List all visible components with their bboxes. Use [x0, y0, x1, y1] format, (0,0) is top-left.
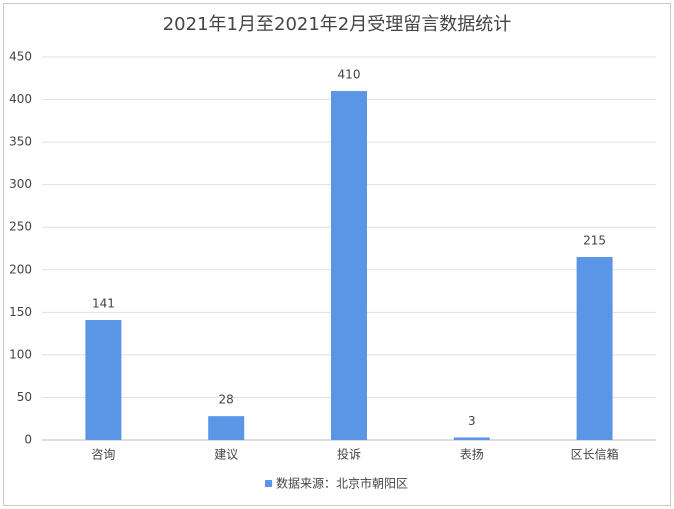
data-label: 28	[219, 393, 234, 407]
data-label: 3	[468, 414, 476, 428]
x-tick-label: 咨询	[91, 447, 115, 462]
y-tick-label: 200	[9, 262, 32, 276]
legend-label: 数据来源：北京市朝阳区	[276, 476, 408, 491]
x-tick-label: 区长信箱	[571, 447, 619, 462]
bar	[576, 257, 613, 440]
y-tick-label: 450	[9, 50, 32, 64]
data-label: 141	[92, 296, 115, 310]
y-tick-label: 400	[9, 92, 32, 106]
legend-swatch	[265, 480, 272, 487]
x-tick-label: 投诉	[337, 447, 361, 462]
bar	[208, 416, 245, 440]
y-tick-label: 50	[17, 390, 32, 404]
x-tick-label: 表扬	[460, 447, 484, 462]
bar	[85, 319, 122, 440]
data-label: 410	[338, 68, 361, 82]
y-tick-label: 0	[24, 433, 32, 447]
bar	[453, 437, 490, 440]
y-tick-label: 350	[9, 135, 32, 149]
y-tick-label: 150	[9, 305, 32, 319]
y-tick-label: 250	[9, 220, 32, 234]
y-tick-label: 100	[9, 347, 32, 361]
bar	[331, 91, 367, 441]
chart-title: 2021年1月至2021年2月受理留言数据统计	[163, 14, 512, 35]
x-tick-label: 建议	[214, 448, 238, 462]
data-label: 215	[583, 234, 606, 248]
y-tick-label: 300	[9, 177, 32, 191]
